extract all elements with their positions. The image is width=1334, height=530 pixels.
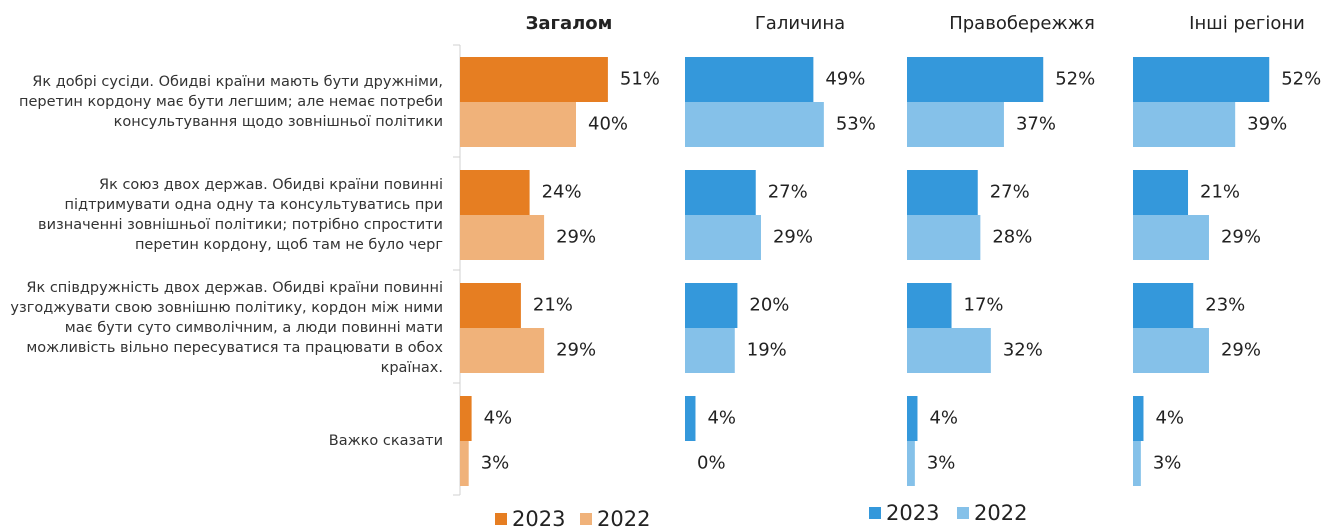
value-label: 29% bbox=[1221, 227, 1261, 248]
bar bbox=[907, 102, 1004, 147]
value-label: 29% bbox=[556, 227, 596, 248]
value-label: 20% bbox=[749, 295, 789, 316]
value-label: 3% bbox=[1153, 453, 1182, 474]
legend-label: 2023 bbox=[512, 507, 565, 530]
panel-title: Інші регіони bbox=[1189, 13, 1305, 34]
bar bbox=[685, 102, 824, 147]
bar bbox=[1133, 396, 1144, 441]
value-label: 21% bbox=[1200, 182, 1240, 203]
bar bbox=[1133, 215, 1209, 260]
bar bbox=[685, 170, 756, 215]
value-label: 29% bbox=[773, 227, 813, 248]
legend-swatch bbox=[957, 507, 969, 519]
value-label: 24% bbox=[542, 182, 582, 203]
bar bbox=[907, 57, 1044, 102]
legend-label: 2022 bbox=[597, 507, 650, 530]
category-label: Важко сказати bbox=[328, 433, 443, 449]
bar bbox=[685, 328, 735, 373]
bar bbox=[907, 283, 952, 328]
bar bbox=[685, 283, 738, 328]
value-label: 4% bbox=[929, 408, 958, 429]
value-label: 27% bbox=[768, 182, 808, 203]
value-label: 37% bbox=[1016, 114, 1056, 135]
value-label: 4% bbox=[707, 408, 736, 429]
value-label: 17% bbox=[964, 295, 1004, 316]
bar bbox=[460, 396, 472, 441]
bar bbox=[460, 57, 608, 102]
value-label: 4% bbox=[484, 408, 513, 429]
bar bbox=[1133, 170, 1189, 215]
bar bbox=[460, 170, 530, 215]
value-label: 0% bbox=[697, 453, 726, 474]
value-label: 52% bbox=[1055, 69, 1095, 90]
panel-title: Загалом bbox=[526, 13, 613, 34]
bar bbox=[907, 215, 981, 260]
panel-title: Галичина bbox=[755, 13, 845, 34]
bar bbox=[460, 215, 545, 260]
category-label: Як добрі сусіди. Обидві країни мають бут… bbox=[19, 74, 443, 130]
panel-title: Правобережжя bbox=[949, 13, 1095, 34]
bar bbox=[460, 283, 521, 328]
bar bbox=[460, 102, 576, 147]
legend-swatch bbox=[495, 513, 507, 525]
value-label: 53% bbox=[836, 114, 876, 135]
value-label: 49% bbox=[825, 69, 865, 90]
legend-swatch bbox=[580, 513, 592, 525]
value-label: 23% bbox=[1205, 295, 1245, 316]
bar bbox=[1133, 328, 1209, 373]
value-label: 27% bbox=[990, 182, 1030, 203]
value-label: 29% bbox=[1221, 340, 1261, 361]
value-label: 52% bbox=[1281, 69, 1321, 90]
bar bbox=[460, 441, 469, 486]
bar bbox=[1133, 441, 1141, 486]
bar bbox=[685, 57, 814, 102]
value-label: 29% bbox=[556, 340, 596, 361]
value-label: 39% bbox=[1247, 114, 1287, 135]
bar bbox=[685, 396, 696, 441]
value-label: 32% bbox=[1003, 340, 1043, 361]
value-label: 3% bbox=[481, 453, 510, 474]
bar bbox=[1133, 57, 1270, 102]
value-label: 51% bbox=[620, 69, 660, 90]
legend-label: 2023 bbox=[886, 501, 939, 525]
bar bbox=[907, 441, 915, 486]
bar bbox=[1133, 283, 1194, 328]
category-label: Як союз двох держав. Обидві країни повин… bbox=[38, 177, 443, 253]
legend-swatch bbox=[869, 507, 881, 519]
value-label: 28% bbox=[992, 227, 1032, 248]
value-label: 40% bbox=[588, 114, 628, 135]
bar bbox=[907, 396, 918, 441]
legend-label: 2022 bbox=[974, 501, 1027, 525]
value-label: 19% bbox=[747, 340, 787, 361]
bar bbox=[685, 215, 761, 260]
value-label: 21% bbox=[533, 295, 573, 316]
bar bbox=[1133, 102, 1236, 147]
value-label: 3% bbox=[927, 453, 956, 474]
bar bbox=[460, 328, 545, 373]
bar bbox=[907, 170, 978, 215]
category-label: Як співдружність двох держав. Обидві кра… bbox=[10, 280, 443, 376]
bar bbox=[907, 328, 991, 373]
value-label: 4% bbox=[1155, 408, 1184, 429]
